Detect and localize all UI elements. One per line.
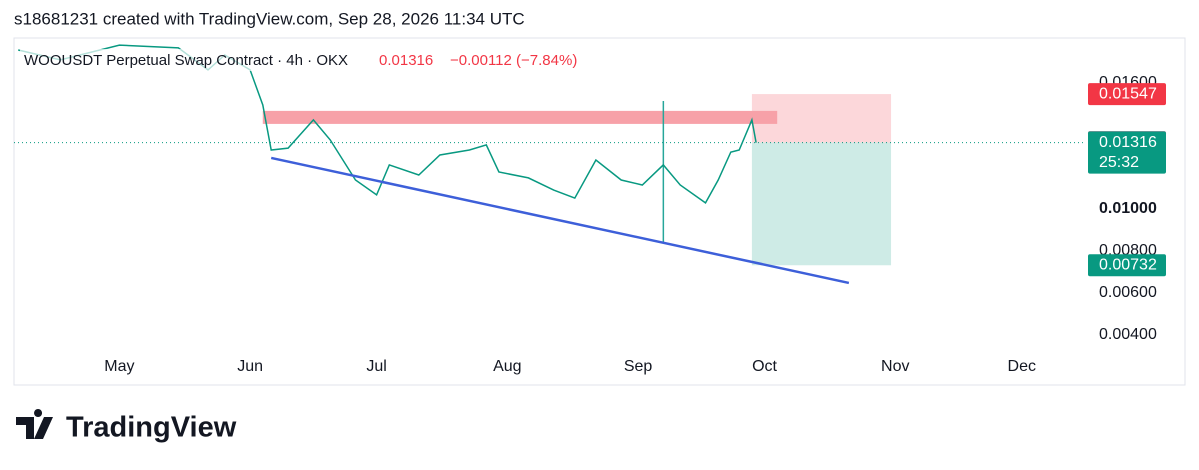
header: s18681231 created with TradingView.com, … xyxy=(14,9,525,28)
last-price: 0.01316 xyxy=(379,52,433,69)
x-tick-label: Dec xyxy=(1008,358,1036,375)
target-badge: 0.00732 xyxy=(1099,256,1157,273)
target-badge-bg xyxy=(1088,254,1166,277)
countdown: 25:32 xyxy=(1099,154,1139,171)
y-tick-label: 0.00400 xyxy=(1099,326,1157,343)
x-tick-label: Oct xyxy=(752,358,777,375)
y-tick-label: 0.00600 xyxy=(1099,284,1157,301)
last-price-badge-bg xyxy=(1088,131,1166,174)
brand: TradingView xyxy=(66,412,237,444)
brand-logo: TradingView xyxy=(16,409,237,444)
x-tick-label: May xyxy=(104,358,134,375)
last-price-badge: 0.01316 xyxy=(1099,134,1157,151)
y-tick-label: 0.01000 xyxy=(1099,200,1157,217)
x-tick-label: Jun xyxy=(237,358,263,375)
legend-bg xyxy=(20,49,600,71)
trendline xyxy=(270,156,850,285)
logo-mark xyxy=(16,409,53,439)
x-tick-label: Aug xyxy=(493,358,521,375)
change: −0.00112 (−7.84%) xyxy=(450,52,577,69)
pane-border xyxy=(13,37,1186,386)
x-tick-label: Sep xyxy=(624,358,653,375)
x-tick-label: Jul xyxy=(366,358,386,375)
stop-badge: 0.01547 xyxy=(1099,85,1157,102)
stop-badge-bg xyxy=(1088,83,1166,106)
symbol: WOOUSDT Perpetual Swap Contract · 4h · O… xyxy=(24,52,348,69)
target-zone xyxy=(751,142,892,266)
legend: WOOUSDT Perpetual Swap Contract · 4h · O… xyxy=(20,49,600,71)
x-tick-label: Nov xyxy=(881,358,909,375)
plot-area xyxy=(14,44,1085,285)
resistance-zone xyxy=(262,110,778,124)
